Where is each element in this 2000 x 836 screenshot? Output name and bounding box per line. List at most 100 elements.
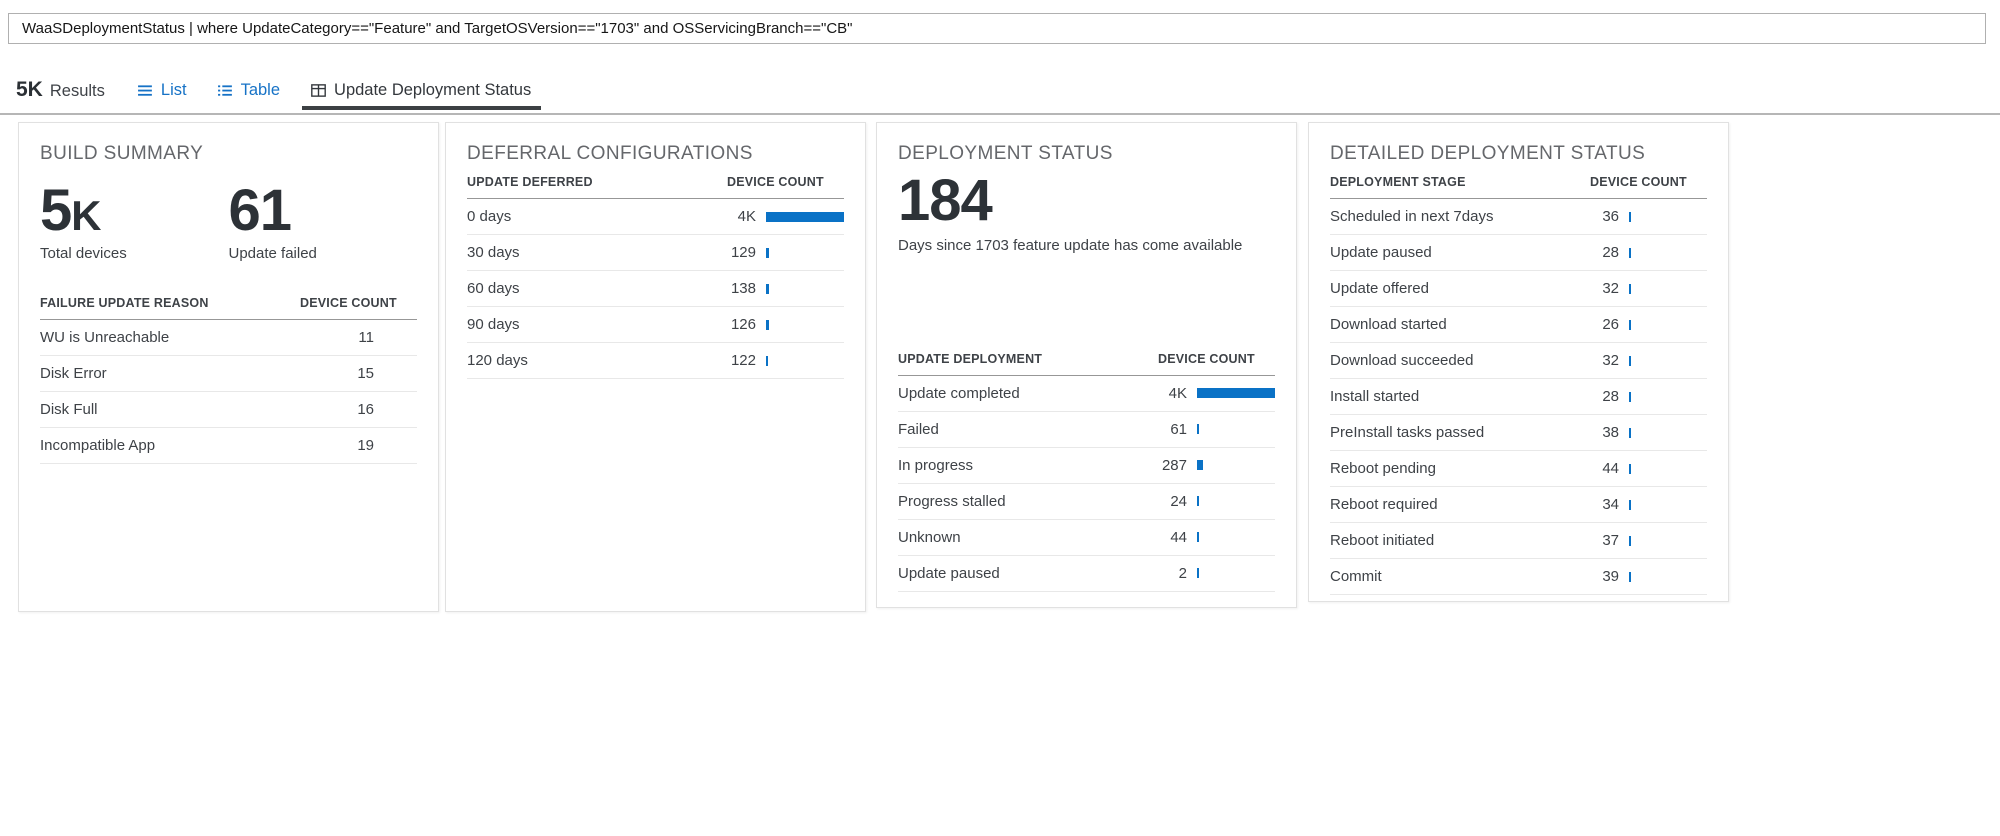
column-header: UPDATE DEPLOYMENT [898,351,1043,366]
table-row[interactable]: 90 days 126 [467,307,844,343]
table-row[interactable]: Reboot required 34 [1330,487,1707,523]
update-failed-label: Update failed [228,244,317,262]
table-row[interactable]: Reboot initiated 37 [1330,523,1707,559]
row-label: Commit [1330,568,1382,585]
row-device-count: 32 [1602,280,1619,297]
row-label: Download started [1330,316,1447,333]
table-row[interactable]: In progress 287 [898,448,1275,484]
bar-zone [1187,424,1275,435]
row-label: Update paused [898,564,1000,582]
update-deployment-table: UPDATE DEPLOYMENT DEVICE COUNT Update co… [898,352,1275,592]
results-count: 5K [16,78,43,101]
bar-zone [756,283,844,294]
row-device-count: 4K [1168,384,1187,402]
bar-zone [1619,571,1707,582]
table-row[interactable]: Update paused 2 [898,556,1275,592]
query-input[interactable]: WaaSDeploymentStatus | where UpdateCateg… [8,13,1986,44]
row-label: Reboot initiated [1330,532,1435,549]
row-label: 120 days [467,352,528,369]
table-row[interactable]: Update completed 4K [898,376,1275,412]
device-count-bar [1197,460,1203,471]
row-device-count: 138 [730,280,756,297]
row-label: 30 days [467,244,520,261]
row-device-count: 19 [357,436,374,454]
device-count-bar [1197,532,1199,543]
table-body: 0 days 4K 30 days 129 60 days 138 90 days 126 12… [467,199,844,379]
row-label: Install started [1330,388,1420,405]
device-count-bar [766,355,768,366]
bar-zone [1187,388,1275,399]
bar-zone [1619,535,1707,546]
panel-detailed-deployment-status: DETAILED DEPLOYMENT STATUS DEPLOYMENT ST… [1308,122,1729,602]
panel-deferral-configurations: DEFERRAL CONFIGURATIONS UPDATE DEFERRED … [445,122,866,612]
tab-separator [0,113,2000,115]
device-count-bar [1629,319,1631,330]
row-device-count: 32 [1602,352,1619,369]
bar-zone [1187,532,1275,543]
row-device-count: 129 [730,244,756,261]
row-device-count: 44 [1602,460,1619,477]
row-label: Reboot required [1330,496,1438,513]
table-row[interactable]: Scheduled in next 7days 36 [1330,199,1707,235]
tab-list[interactable]: List [137,70,187,110]
device-count-bar [766,211,844,222]
table-row[interactable]: 30 days 129 [467,235,844,271]
column-header: FAILURE UPDATE REASON [40,295,209,310]
tab-update-deployment-status[interactable]: Update Deployment Status [302,70,542,110]
table-body: Update completed 4K Failed 61 In progress 287… [898,376,1275,592]
device-count-bar [766,319,769,330]
table-row[interactable]: Commit 39 [1330,559,1707,595]
table-row[interactable]: Incompatible App 19 [40,428,417,464]
device-count-bar [1197,388,1275,399]
panel-title: DEFERRAL CONFIGURATIONS [467,143,753,164]
row-device-count: 16 [357,400,374,418]
row-device-count: 34 [1602,496,1619,513]
bar-zone [1619,211,1707,222]
table-row[interactable]: Reboot pending 44 [1330,451,1707,487]
table-row[interactable]: Update paused 28 [1330,235,1707,271]
table-row[interactable]: 120 days 122 [467,343,844,379]
table-row[interactable]: Failed 61 [898,412,1275,448]
row-label: Unknown [898,528,961,546]
table-row[interactable]: Download started 26 [1330,307,1707,343]
bar-zone [1619,391,1707,402]
table-row[interactable]: Disk Error 15 [40,356,417,392]
row-device-count: 36 [1602,208,1619,225]
table-row[interactable]: Progress stalled 24 [898,484,1275,520]
table-header: FAILURE UPDATE REASON DEVICE COUNT [40,296,417,320]
table-row[interactable]: 60 days 138 [467,271,844,307]
table-row[interactable]: PreInstall tasks passed 38 [1330,415,1707,451]
table-row[interactable]: Disk Full 16 [40,392,417,428]
column-header: DEVICE COUNT [727,175,824,189]
table-row[interactable]: Install started 28 [1330,379,1707,415]
list-icon [137,82,154,99]
table-row[interactable]: WU is Unreachable 11 [40,320,417,356]
tab-table[interactable]: Table [217,70,280,110]
row-device-count: 287 [1161,456,1187,474]
tab-label: Update Deployment Status [334,80,532,99]
row-label: WU is Unreachable [40,328,170,346]
device-count-bar [1197,424,1199,435]
table-row[interactable]: 0 days 4K [467,199,844,235]
table-row[interactable]: Update offered 32 [1330,271,1707,307]
deployment-stage-table: DEPLOYMENT STAGE DEVICE COUNT Scheduled … [1330,175,1707,595]
row-label: Disk Full [40,400,98,418]
device-count-bar [1629,391,1631,402]
table-header: UPDATE DEFERRED DEVICE COUNT [467,175,844,199]
update-deferred-table: UPDATE DEFERRED DEVICE COUNT 0 days 4K 30 … [467,175,844,379]
row-device-count: 39 [1602,568,1619,585]
table-row[interactable]: Unknown 44 [898,520,1275,556]
bar-zone [1187,496,1275,507]
grid-icon [310,82,327,99]
table-icon [217,82,234,99]
panel-build-summary: BUILD SUMMARY 5K Total devices 61 Update… [18,122,439,612]
table-row[interactable]: Download succeeded 32 [1330,343,1707,379]
row-label: In progress [898,456,974,474]
bar-zone [1619,355,1707,366]
device-count-bar [1197,568,1199,579]
tab-label: List [160,80,187,99]
device-count-bar [1629,355,1631,366]
device-count-bar [1629,247,1631,258]
update-failed-value: 61 [228,178,293,243]
row-device-count: 24 [1170,492,1187,510]
